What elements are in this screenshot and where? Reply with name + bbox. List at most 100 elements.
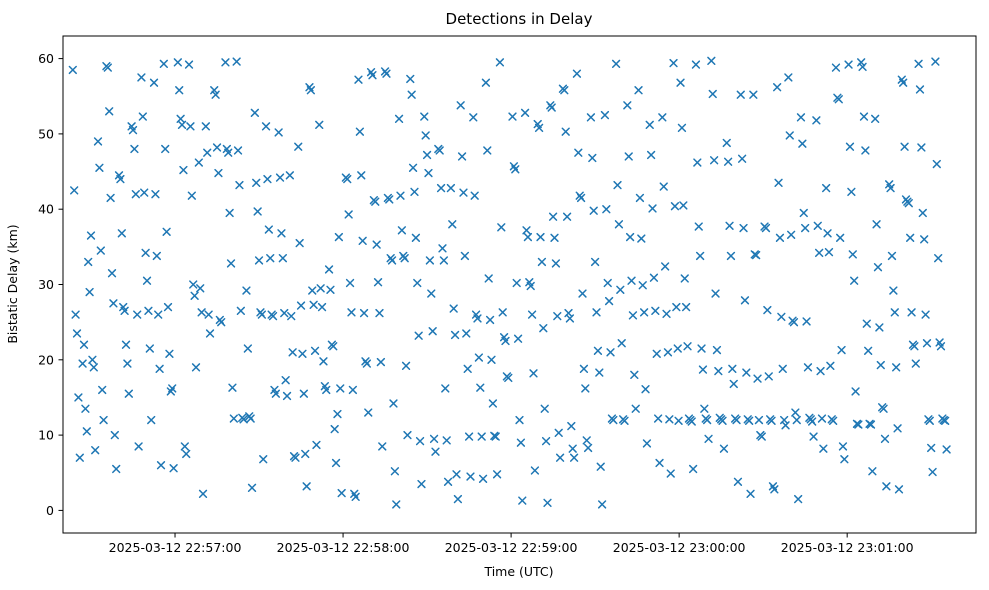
scatter-marker [697, 344, 706, 353]
scatter-marker [162, 227, 171, 236]
y-tick-label: 50 [38, 126, 54, 141]
scatter-marker [803, 363, 813, 372]
scatter-marker [309, 300, 318, 309]
chart-title: Detections in Delay [446, 10, 593, 28]
scatter-marker [817, 414, 827, 423]
scatter-marker [324, 265, 334, 274]
scatter-marker [541, 436, 551, 446]
scatter-marker [368, 71, 377, 80]
scatter-marker [457, 152, 467, 161]
scatter-marker [518, 496, 527, 505]
scatter-marker [749, 90, 758, 99]
scatter-marker [670, 202, 680, 211]
scatter-marker [310, 346, 320, 355]
scatter-marker [446, 183, 456, 193]
scatter-marker [373, 278, 383, 287]
scatter-marker [392, 500, 401, 509]
scatter-marker [491, 432, 500, 441]
scatter-marker [785, 131, 794, 140]
scatter-marker [879, 404, 888, 413]
axis-ticks: 2025-03-12 22:57:00 2025-03-12 22:58:00 20… [38, 51, 913, 555]
scatter-marker [485, 315, 495, 325]
scatter-marker [642, 439, 652, 448]
scatter-marker [459, 188, 468, 197]
scatter-marker [921, 310, 930, 319]
scatter-marker [576, 193, 586, 203]
scatter-marker [611, 59, 621, 69]
scatter-marker [829, 416, 838, 425]
scatter-marker [85, 287, 94, 297]
scatter-marker [334, 232, 344, 242]
scatter-marker [285, 171, 294, 180]
scatter-marker [582, 436, 591, 445]
scatter-marker [443, 477, 453, 486]
scatter-marker [761, 223, 771, 233]
scatter-marker [483, 146, 492, 155]
scatter-marker [456, 101, 465, 110]
scatter-marker [221, 58, 230, 67]
scatter-marker [484, 274, 493, 283]
scatter-marker [816, 366, 825, 376]
scatter-marker [819, 444, 828, 453]
scatter-marker [96, 246, 105, 255]
scatter-marker [424, 168, 433, 178]
scatter-marker [421, 131, 430, 140]
scatter-marker [515, 415, 524, 425]
scatter-marker [411, 233, 421, 242]
scatter-marker [910, 342, 919, 351]
scatter-marker [250, 108, 259, 117]
scatter-marker [194, 158, 203, 167]
scatter-marker [268, 311, 278, 321]
scatter-marker [572, 69, 582, 78]
scatter-marker [253, 207, 262, 216]
scatter-marker [614, 220, 624, 229]
scatter-marker [603, 278, 612, 288]
scatter-marker [906, 233, 915, 242]
scatter-marker [666, 469, 675, 478]
scatter-marker [625, 232, 635, 242]
scatter-marker [72, 329, 82, 338]
scatter-marker [427, 289, 436, 298]
scatter-marker [740, 296, 750, 305]
scatter-marker [794, 494, 803, 504]
scatter-marker [527, 310, 537, 319]
y-tick-label: 40 [38, 202, 54, 217]
scatter-marker [88, 355, 97, 364]
scatter-marker [592, 308, 601, 317]
scatter-marker [578, 289, 587, 298]
scatter-marker [508, 112, 517, 121]
scatter-marker [201, 122, 210, 131]
scatter-marker [725, 221, 734, 230]
scatter-marker [726, 251, 736, 261]
scatter-marker [156, 461, 166, 470]
scatter-marker [184, 60, 194, 69]
scatter-marker [306, 86, 316, 95]
scatter-marker [498, 308, 507, 317]
scatter-marker [659, 182, 668, 191]
scatter-marker [312, 440, 321, 450]
scatter-marker [476, 383, 485, 392]
scatter-marker [504, 373, 513, 383]
scatter-marker [274, 128, 283, 137]
scatter-marker [182, 449, 191, 459]
scatter-marker [539, 324, 548, 333]
scatter-marker [149, 78, 159, 87]
scatter-marker [291, 453, 300, 462]
scatter-marker [228, 383, 237, 392]
scatter-marker [263, 174, 272, 184]
scatter-marker [205, 329, 215, 338]
x-tick-label: 2025-03-12 23:00:00 [613, 540, 746, 555]
scatter-marker [583, 443, 593, 453]
scatter-marker [408, 163, 418, 172]
scatter-marker [781, 421, 790, 430]
scatter-marker [362, 359, 372, 368]
scatter-marker [700, 404, 709, 413]
scatter-marker [317, 302, 327, 312]
scatter-marker [859, 112, 869, 121]
scatter-marker [217, 318, 226, 327]
scatter-marker [679, 201, 688, 210]
scatter-marker [673, 344, 682, 353]
scatter-marker [382, 69, 391, 78]
scatter-marker [71, 310, 80, 319]
scatter-marker [634, 86, 643, 95]
